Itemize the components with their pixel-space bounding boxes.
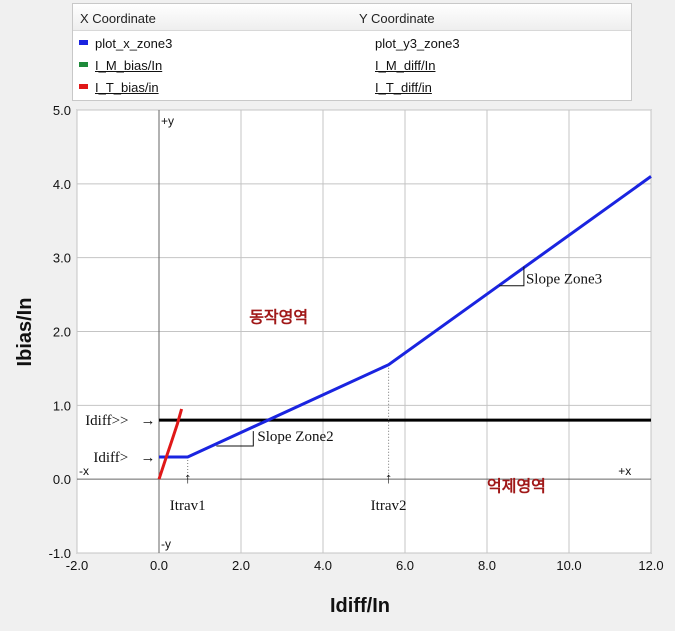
x-tick-label: 8.0 bbox=[478, 558, 496, 573]
itrav2-arrow: ↑ bbox=[385, 470, 393, 487]
legend-row-y: plot_y3_zone3 bbox=[375, 36, 460, 51]
axis-marker-neg-x: -x bbox=[79, 464, 89, 478]
legend-x-header[interactable]: X Coordinate bbox=[80, 11, 156, 26]
x-axis-title: Idiff/In bbox=[330, 595, 390, 617]
y-tick-label: 0.0 bbox=[53, 472, 71, 487]
legend-row-x: I_M_bias/In bbox=[95, 58, 163, 73]
x-tick-label: 10.0 bbox=[556, 558, 581, 573]
legend-row-x: I_T_bias/in bbox=[95, 80, 159, 95]
itrav1-label: Itrav1 bbox=[170, 498, 206, 514]
legend-panel: X Coordinate Y Coordinate plot_x_zone3 p… bbox=[72, 3, 632, 101]
legend-y-header[interactable]: Y Coordinate bbox=[359, 11, 435, 26]
y-tick-label: 4.0 bbox=[53, 177, 71, 192]
x-tick-label: -2.0 bbox=[66, 558, 88, 573]
restrain-region-label: 억제영역 bbox=[487, 477, 546, 496]
legend-swatch-blue bbox=[79, 40, 88, 45]
legend-swatch-red bbox=[79, 84, 88, 89]
idiff-high-arrow: → bbox=[141, 412, 156, 429]
idiff-high-label: Idiff>> bbox=[85, 413, 128, 429]
x-tick-label: 12.0 bbox=[638, 558, 663, 573]
y-tick-label: 2.0 bbox=[53, 325, 71, 340]
x-tick-label: 4.0 bbox=[314, 558, 332, 573]
slope-zone3-label: Slope Zone3 bbox=[526, 272, 602, 288]
series-line bbox=[159, 175, 652, 459]
idiff-low-arrow: → bbox=[141, 449, 156, 466]
itrav1-arrow: ↑ bbox=[184, 470, 192, 487]
y-tick-label: -1.0 bbox=[49, 546, 71, 561]
legend-row-x: plot_x_zone3 bbox=[95, 36, 173, 51]
reference-lines bbox=[159, 364, 651, 480]
legend-row-zone3[interactable]: plot_x_zone3 plot_y3_zone3 bbox=[73, 33, 631, 55]
x-tick-label: 2.0 bbox=[232, 558, 250, 573]
grid bbox=[76, 109, 652, 554]
axis-marker-neg-y: -y bbox=[161, 537, 171, 551]
slope-zone3-marker bbox=[499, 266, 525, 287]
series bbox=[157, 175, 652, 480]
y-tick-label: 1.0 bbox=[53, 398, 71, 413]
y-tick-label: 5.0 bbox=[53, 103, 71, 118]
y-tick-label: 3.0 bbox=[53, 251, 71, 266]
legend-header: X Coordinate Y Coordinate bbox=[73, 4, 631, 31]
legend-row-t[interactable]: I_T_bias/in I_T_diff/in bbox=[73, 77, 631, 99]
x-tick-label: 6.0 bbox=[396, 558, 414, 573]
x-tick-label: 0.0 bbox=[150, 558, 168, 573]
axis-marker-pos-y: +y bbox=[161, 114, 174, 128]
slope-zone2-marker bbox=[216, 431, 254, 447]
operate-region-label: 동작영역 bbox=[249, 309, 308, 327]
idiff-low-label: Idiff> bbox=[93, 450, 128, 466]
legend-row-m[interactable]: I_M_bias/In I_M_diff/In bbox=[73, 55, 631, 77]
itrav2-label: Itrav2 bbox=[371, 498, 407, 514]
series-line bbox=[157, 408, 184, 480]
legend-row-y: I_T_diff/in bbox=[375, 80, 432, 95]
y-axis-title: Ibias/In bbox=[14, 298, 36, 367]
legend-swatch-green bbox=[79, 62, 88, 67]
tick-labels: -2.0 0.0 2.0 4.0 6.0 8.0 10.0 12.0 -1.0 0.0 1.0 2.0… bbox=[49, 103, 664, 573]
slope-zone2-label: Slope Zone2 bbox=[257, 429, 333, 445]
legend-row-y: I_M_diff/In bbox=[375, 58, 436, 73]
axis-marker-pos-x: +x bbox=[618, 464, 631, 478]
